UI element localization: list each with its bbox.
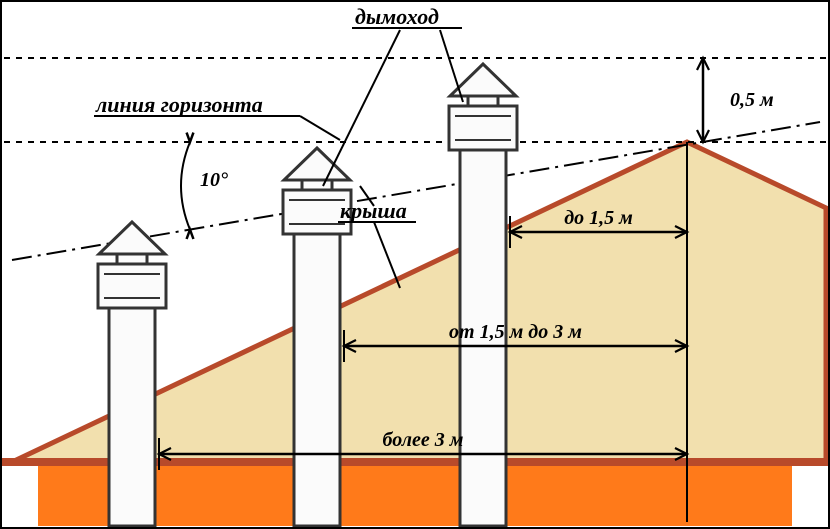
chimney-2 bbox=[449, 64, 517, 526]
angle-label: 10° bbox=[200, 169, 228, 191]
chimney-0 bbox=[98, 222, 166, 526]
dim-halfmeter-label: 0,5 м bbox=[730, 89, 774, 111]
dim-far-label: более 3 м bbox=[383, 429, 464, 451]
angle-arc bbox=[181, 142, 190, 230]
dim-mid-label: от 1,5 м до 3 м bbox=[449, 321, 582, 343]
chimney-label: дымоход bbox=[355, 4, 439, 29]
roof-label: крыша bbox=[340, 198, 407, 223]
horizon-label: линия горизонта bbox=[95, 92, 263, 117]
dim-close-label: до 1,5 м bbox=[564, 207, 633, 229]
chimney-cap-0 bbox=[99, 222, 165, 254]
